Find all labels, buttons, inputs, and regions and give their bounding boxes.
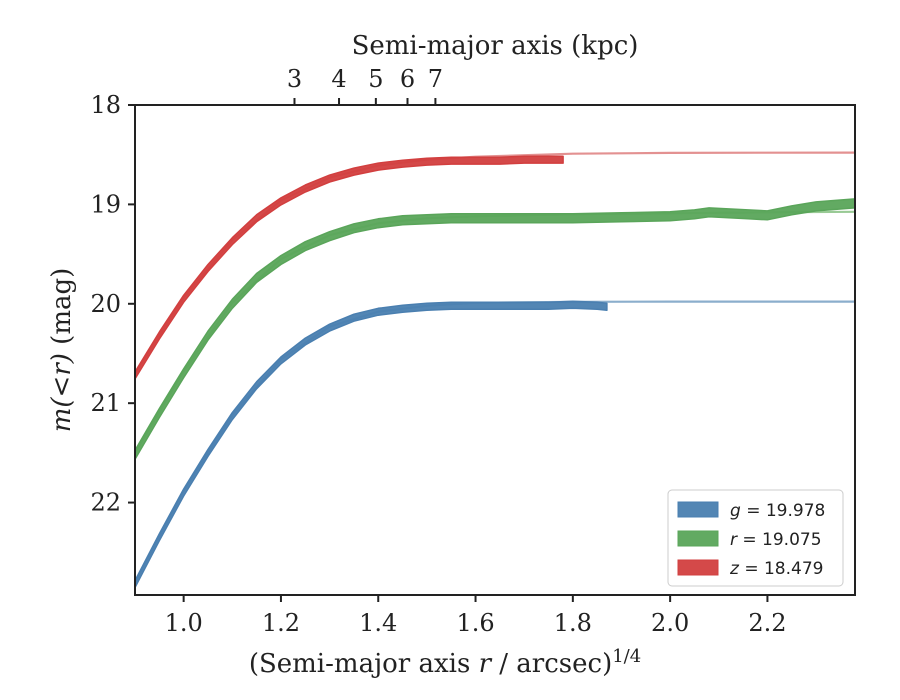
y-tick-label: 22 [90,489,121,517]
plot-frame [134,104,856,596]
data-band-z [135,155,564,380]
axis-ticks: 1.0 1.2 1.4 1.6 1.8 2.0 2.2 18 19 20 21 22 3 4 5 6 7 [90,65,786,637]
legend-swatch-g [677,501,719,518]
y-tick-label: 18 [90,91,121,119]
top-tick-label: 6 [400,65,415,93]
legend-label-z: z = 18.479 [729,559,823,579]
x-axis-title: (Semi-major axis r / arcsec)1/4 [249,646,641,679]
y-axis-title: m(<r) (mag) [47,268,77,433]
y-tick-label: 19 [90,190,121,218]
model-curve-z [135,151,855,374]
y-tick-label: 21 [90,389,121,417]
x-tick-label: 2.2 [748,609,786,637]
data-band-g [135,300,608,589]
top-tick-label: 3 [287,65,302,93]
x-tick-label: 1.8 [554,609,592,637]
legend-label-r: r = 19.075 [730,530,822,550]
top-tick-label: 7 [428,65,443,93]
legend-swatch-z [677,559,719,576]
legend-swatch-r [677,530,719,547]
data-band-r [135,198,855,461]
legend: g = 19.978 r = 19.075 z = 18.479 [667,489,844,587]
x-tick-label: 1.0 [165,609,203,637]
top-tick-label: 4 [331,65,346,93]
x-tick-label: 2.0 [651,609,689,637]
top-tick-label: 5 [368,65,383,93]
y-tick-label: 20 [90,290,121,318]
model-curve-r [135,210,855,454]
x-tick-label: 1.4 [359,609,397,637]
x-tick-label: 1.6 [456,609,494,637]
top-axis-title: Semi-major axis (kpc) [352,31,639,61]
plot-area [135,151,855,589]
legend-label-g: g = 19.978 [730,501,825,521]
x-tick-label: 1.2 [262,609,300,637]
